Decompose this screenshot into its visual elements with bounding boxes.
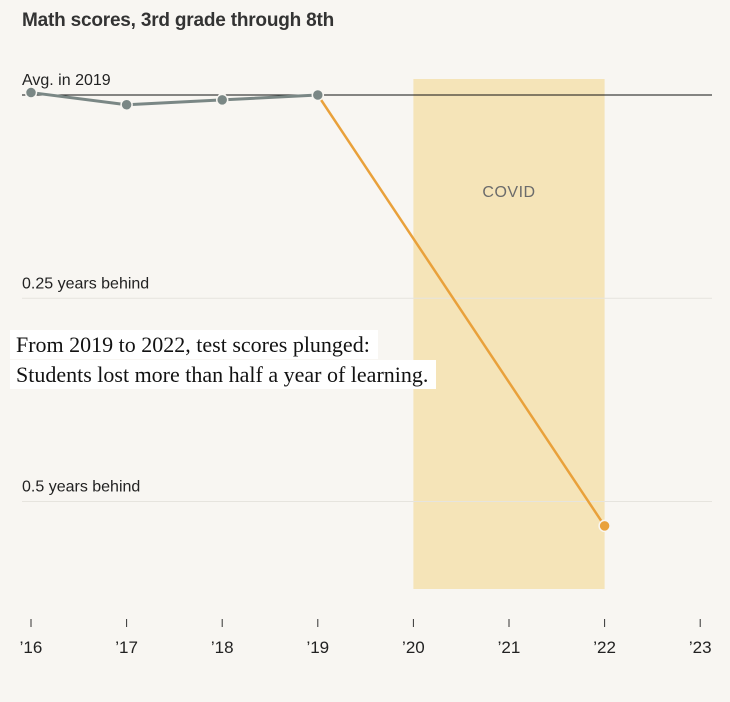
x-tick-label-2022: ’22: [593, 638, 616, 657]
data-point-2016: [24, 86, 38, 99]
x-tick-label-2017: ’17: [115, 638, 138, 657]
covid-label: COVID: [482, 184, 535, 201]
annotation-text: From 2019 to 2022, test scores plunged: …: [10, 330, 437, 390]
chart-title: Math scores, 3rd grade through 8th: [22, 10, 335, 31]
x-tick-label-2023: ’23: [689, 638, 712, 657]
gridline-label: 0.5 years behind: [22, 479, 140, 496]
series-line-2019-2022: [316, 94, 606, 527]
x-tick-label-2016: ’16: [20, 638, 43, 657]
data-point-2022: [598, 519, 611, 533]
data-point-2017: [120, 98, 133, 112]
covid-shaded-region: [413, 79, 605, 589]
x-tick-label-2021: ’21: [498, 638, 521, 657]
series-line-pre-2019: [30, 91, 318, 107]
x-tick-label-2018: ’18: [211, 638, 234, 657]
gridline-label: 0.25 years behind: [22, 275, 149, 292]
data-point-2018: [215, 93, 229, 107]
x-tick-label-2019: ’19: [306, 638, 329, 657]
x-tick-label-2020: ’20: [402, 638, 425, 657]
baseline-label: Avg. in 2019: [22, 72, 111, 89]
data-point-2019: [311, 88, 325, 102]
chart-annotation: From 2019 to 2022, test scores plunged: …: [10, 330, 450, 391]
